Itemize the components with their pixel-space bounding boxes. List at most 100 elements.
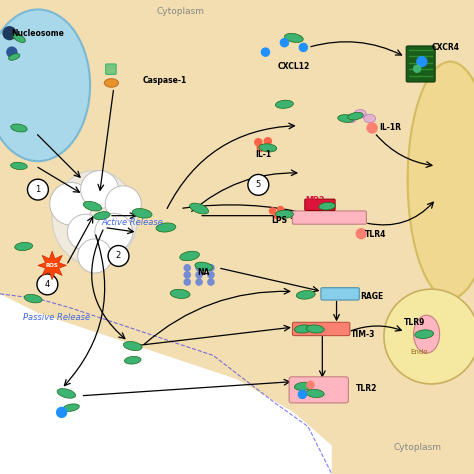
Text: 4: 4 bbox=[45, 280, 50, 289]
Ellipse shape bbox=[123, 341, 142, 351]
Ellipse shape bbox=[408, 62, 474, 299]
Ellipse shape bbox=[364, 114, 375, 123]
Ellipse shape bbox=[296, 291, 315, 299]
Circle shape bbox=[416, 56, 428, 67]
Circle shape bbox=[248, 174, 269, 195]
Ellipse shape bbox=[104, 79, 118, 87]
Circle shape bbox=[269, 207, 276, 215]
FancyBboxPatch shape bbox=[321, 288, 359, 300]
Ellipse shape bbox=[354, 109, 366, 118]
Ellipse shape bbox=[275, 210, 293, 218]
FancyBboxPatch shape bbox=[292, 211, 366, 224]
Polygon shape bbox=[0, 294, 332, 474]
Ellipse shape bbox=[15, 242, 33, 251]
Circle shape bbox=[78, 239, 112, 273]
Ellipse shape bbox=[284, 33, 303, 43]
Ellipse shape bbox=[11, 124, 27, 132]
Ellipse shape bbox=[294, 382, 312, 391]
Circle shape bbox=[183, 271, 191, 279]
Ellipse shape bbox=[170, 289, 190, 299]
Circle shape bbox=[413, 64, 421, 73]
Text: MD2: MD2 bbox=[306, 196, 325, 204]
Ellipse shape bbox=[63, 404, 79, 411]
Circle shape bbox=[299, 43, 308, 52]
Circle shape bbox=[207, 271, 215, 279]
Text: IL-1: IL-1 bbox=[255, 150, 271, 158]
Circle shape bbox=[384, 289, 474, 384]
Text: RAGE: RAGE bbox=[360, 292, 383, 301]
Text: LPS: LPS bbox=[272, 216, 288, 225]
Circle shape bbox=[264, 137, 272, 146]
Ellipse shape bbox=[9, 54, 20, 60]
Circle shape bbox=[95, 213, 133, 251]
Text: Endo: Endo bbox=[411, 349, 428, 355]
Ellipse shape bbox=[413, 315, 440, 353]
Circle shape bbox=[277, 206, 284, 213]
Text: TIM-3: TIM-3 bbox=[351, 330, 375, 338]
Circle shape bbox=[207, 278, 215, 286]
Text: Cytoplasm: Cytoplasm bbox=[156, 8, 204, 16]
FancyBboxPatch shape bbox=[305, 199, 335, 210]
Circle shape bbox=[2, 26, 17, 40]
Ellipse shape bbox=[24, 294, 42, 303]
Ellipse shape bbox=[338, 115, 354, 122]
Ellipse shape bbox=[132, 209, 152, 218]
Text: Cytoplasm: Cytoplasm bbox=[393, 444, 441, 452]
Circle shape bbox=[207, 264, 215, 272]
Circle shape bbox=[81, 171, 118, 209]
Circle shape bbox=[356, 228, 367, 239]
Text: TLR9: TLR9 bbox=[404, 318, 426, 327]
Text: TLR4: TLR4 bbox=[365, 230, 386, 239]
Circle shape bbox=[280, 38, 289, 47]
FancyBboxPatch shape bbox=[292, 322, 350, 336]
Ellipse shape bbox=[319, 202, 335, 210]
Ellipse shape bbox=[259, 144, 277, 152]
Text: CXCL12: CXCL12 bbox=[278, 62, 310, 71]
Ellipse shape bbox=[275, 100, 293, 109]
Text: Passive Release: Passive Release bbox=[23, 313, 91, 322]
Ellipse shape bbox=[190, 203, 209, 214]
Ellipse shape bbox=[0, 9, 90, 161]
Circle shape bbox=[183, 278, 191, 286]
Circle shape bbox=[261, 47, 270, 57]
Ellipse shape bbox=[52, 171, 137, 265]
Circle shape bbox=[67, 214, 103, 250]
Ellipse shape bbox=[156, 223, 176, 232]
Ellipse shape bbox=[348, 112, 363, 120]
Ellipse shape bbox=[94, 212, 110, 219]
Circle shape bbox=[195, 271, 203, 279]
Text: NA: NA bbox=[198, 268, 210, 277]
Text: CXCR4: CXCR4 bbox=[431, 43, 459, 52]
Circle shape bbox=[306, 381, 315, 389]
Ellipse shape bbox=[306, 389, 324, 398]
Circle shape bbox=[183, 264, 191, 272]
Circle shape bbox=[298, 390, 307, 399]
Circle shape bbox=[366, 122, 378, 134]
Circle shape bbox=[256, 144, 265, 152]
Ellipse shape bbox=[13, 33, 25, 43]
Text: ROS: ROS bbox=[46, 263, 59, 268]
Text: Active Release: Active Release bbox=[102, 219, 164, 227]
Circle shape bbox=[27, 179, 48, 200]
Circle shape bbox=[108, 246, 129, 266]
Ellipse shape bbox=[180, 251, 200, 261]
FancyBboxPatch shape bbox=[406, 46, 435, 82]
Ellipse shape bbox=[83, 201, 101, 211]
Ellipse shape bbox=[294, 325, 312, 333]
Circle shape bbox=[56, 407, 67, 418]
Text: 5: 5 bbox=[255, 181, 261, 189]
Circle shape bbox=[254, 138, 263, 146]
Text: 1: 1 bbox=[35, 185, 41, 194]
Ellipse shape bbox=[11, 162, 27, 170]
Ellipse shape bbox=[125, 356, 141, 364]
Text: 2: 2 bbox=[116, 252, 121, 260]
Circle shape bbox=[195, 264, 203, 272]
Ellipse shape bbox=[345, 114, 356, 123]
FancyBboxPatch shape bbox=[289, 377, 348, 403]
Circle shape bbox=[273, 212, 281, 219]
Circle shape bbox=[105, 186, 141, 222]
Ellipse shape bbox=[415, 330, 434, 338]
Text: TLR2: TLR2 bbox=[356, 384, 377, 393]
Text: Nucleosome: Nucleosome bbox=[11, 29, 64, 37]
Polygon shape bbox=[38, 251, 66, 280]
